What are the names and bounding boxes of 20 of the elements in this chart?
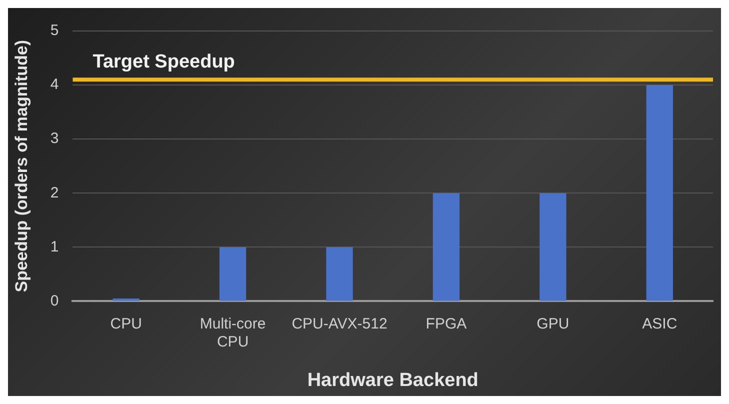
x-tick-label: Multi-core CPU <box>200 315 266 350</box>
y-tick-label: 2 <box>50 184 59 202</box>
bar <box>540 193 566 301</box>
bar <box>646 85 673 301</box>
y-tick-label: 3 <box>50 130 59 148</box>
x-tick-label: ASIC <box>642 315 678 332</box>
y-axis-title: Speedup (orders of magnitude) <box>12 40 31 292</box>
x-tick-label: CPU-AVX-512 <box>292 315 388 332</box>
x-tick-label: FPGA <box>426 315 467 332</box>
y-tick-label: 1 <box>50 238 59 256</box>
y-tick-label: 5 <box>50 22 59 40</box>
bar <box>432 193 460 301</box>
x-tick-label: CPU <box>110 315 142 332</box>
x-tick-label: GPU <box>536 315 570 332</box>
ref-line-label: Target Speedup <box>92 51 235 72</box>
bar <box>219 247 246 301</box>
y-tick-label: 0 <box>50 292 59 310</box>
bar <box>326 247 353 301</box>
y-tick-label: 4 <box>50 76 59 94</box>
x-axis-title: Hardware Backend <box>307 370 478 391</box>
